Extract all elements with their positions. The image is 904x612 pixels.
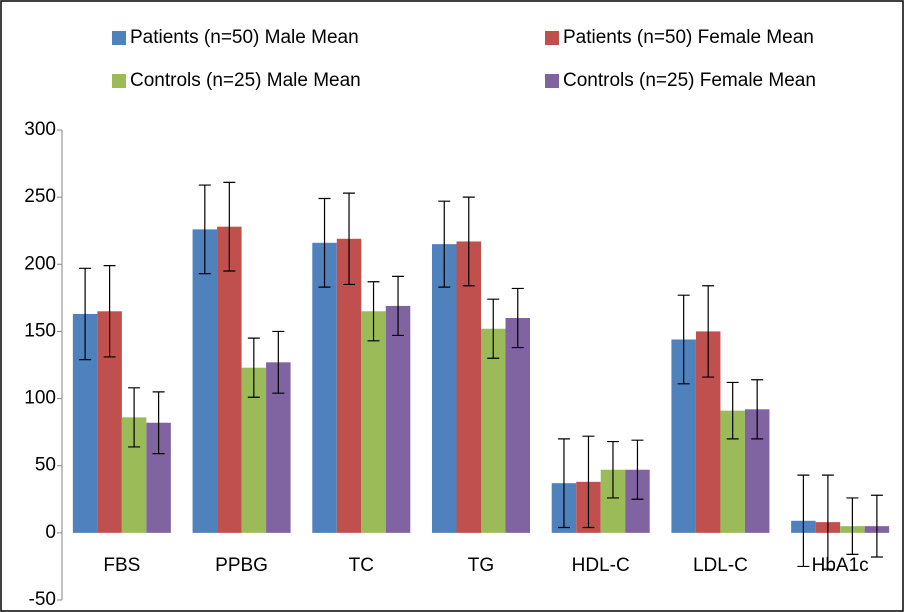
error-bar [751, 379, 764, 440]
error-bar [247, 337, 260, 398]
error-bar [152, 391, 165, 455]
x-tick-label: FBS [103, 555, 140, 576]
error-bar [103, 265, 116, 358]
error-bar [198, 184, 211, 275]
error-bar [462, 196, 475, 287]
bar [432, 244, 457, 533]
bar [505, 318, 530, 533]
y-tick-label: 250 [24, 186, 56, 207]
x-tick-label: HDL-C [572, 555, 630, 576]
bar [217, 226, 242, 533]
error-bar [726, 381, 739, 440]
error-bar [846, 497, 859, 555]
error-bar [511, 287, 524, 349]
x-tick-label: HbA1c [812, 555, 869, 576]
error-bar [223, 181, 236, 272]
bar [312, 242, 337, 533]
error-bar [821, 474, 834, 570]
error-bar [367, 281, 380, 342]
error-bar [797, 474, 810, 568]
error-bar [557, 438, 570, 529]
x-tick-label: TC [349, 555, 374, 576]
error-bar [606, 440, 619, 499]
legend-swatch [112, 74, 126, 88]
bar [456, 241, 481, 533]
legend-label: Patients (n=50) Male Mean [130, 27, 359, 48]
bar [336, 238, 362, 533]
legend-label: Patients (n=50) Female Mean [563, 27, 814, 48]
error-bar [631, 439, 644, 500]
error-bar [392, 275, 405, 337]
legend-label: Controls (n=25) Male Mean [130, 70, 361, 91]
error-bar [582, 435, 595, 529]
legend-swatch [545, 74, 559, 88]
error-bar [318, 197, 331, 288]
x-tick-label: TG [468, 555, 494, 576]
error-bar [702, 285, 715, 378]
legend-swatch [545, 31, 559, 45]
y-tick-label: -50 [29, 589, 56, 610]
legend-swatch [112, 31, 126, 45]
error-bar [438, 200, 451, 288]
bar [361, 311, 386, 533]
error-bar [487, 298, 500, 359]
y-tick-label: 0 [45, 522, 56, 543]
error-bar [870, 494, 883, 558]
x-tick-label: LDL-C [693, 555, 748, 576]
error-bar [79, 267, 92, 361]
y-tick-label: 50 [35, 455, 56, 476]
y-tick-label: 150 [24, 320, 56, 341]
y-tick-label: 200 [24, 253, 56, 274]
y-tick-label: 300 [24, 119, 56, 140]
error-bar [128, 387, 141, 448]
error-bar [343, 192, 356, 286]
error-bar [677, 294, 690, 385]
legend-label: Controls (n=25) Female Mean [563, 70, 816, 91]
x-tick-label: PPBG [215, 555, 268, 576]
bar [385, 305, 411, 533]
y-tick-label: 100 [24, 388, 56, 409]
bar [192, 229, 218, 533]
bar [481, 328, 506, 533]
error-bar [272, 330, 285, 394]
